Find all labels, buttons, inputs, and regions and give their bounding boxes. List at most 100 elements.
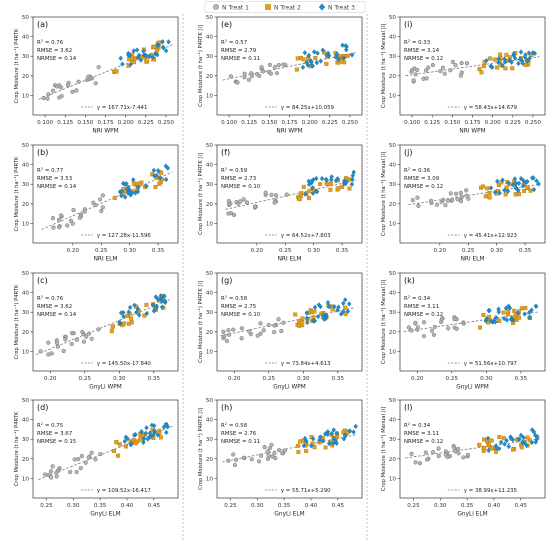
data-point-square: [497, 318, 502, 323]
y-axis-label: Crop Moisture (t ha⁻¹) Manual [i]: [381, 280, 387, 364]
data-point-diamond: [484, 316, 489, 322]
data-point-diamond: [492, 189, 498, 195]
trend-line: [405, 56, 540, 77]
data-point-circle: [272, 200, 277, 205]
data-point-diamond: [336, 304, 341, 310]
data-point-circle: [68, 469, 73, 475]
panel-letter: (h): [221, 403, 232, 412]
data-point-circle: [267, 62, 272, 67]
data-point-square: [481, 313, 486, 318]
data-point-square: [157, 181, 162, 186]
y-tick-label: 10: [389, 349, 397, 355]
data-point-diamond: [350, 176, 355, 183]
r2-stat: R2 = 0.33: [404, 38, 430, 47]
data-point-square: [489, 438, 494, 443]
data-point-diamond: [517, 56, 523, 62]
data-point-circle: [93, 81, 98, 86]
data-point-square: [304, 449, 309, 454]
data-point-diamond: [487, 307, 492, 314]
data-point-diamond: [141, 439, 146, 446]
x-tick-label: 0.35: [461, 503, 474, 509]
data-point-diamond: [504, 317, 510, 323]
data-point-circle: [466, 196, 471, 201]
regression-equation: y = 38.99x+11.235: [464, 488, 517, 494]
data-point-diamond: [134, 309, 139, 316]
data-point-diamond: [349, 181, 355, 187]
data-point-square: [339, 59, 344, 64]
data-point-circle: [452, 445, 457, 450]
data-point-diamond: [163, 48, 169, 54]
data-point-diamond: [518, 49, 524, 55]
legend-marker-2: [265, 4, 271, 10]
data-point-square: [326, 181, 331, 186]
data-point-circle: [100, 205, 105, 210]
y-tick-label: 50: [206, 271, 214, 277]
rmse-stat: RMSE = 3.14: [404, 48, 440, 54]
data-point-circle: [443, 452, 448, 457]
data-point-circle: [446, 326, 451, 331]
y-tick-label: 30: [206, 182, 214, 188]
data-point-circle: [432, 324, 437, 329]
panel-h: 10 20 30 40 50 0.25 0.30 0.35 0.40 0.45 GnyLi ELM C…: [198, 398, 363, 518]
data-point-circle: [421, 320, 427, 325]
x-tick-label: 0.35: [94, 503, 107, 509]
data-point-diamond: [534, 178, 539, 184]
rmse-stat: RMSE = 3.62: [37, 48, 72, 54]
y-tick-label: 40: [206, 35, 214, 41]
data-point-circle: [239, 336, 244, 341]
data-point-circle: [456, 446, 461, 451]
data-point-square: [310, 310, 315, 315]
x-tick-label: 0.30: [434, 503, 447, 509]
data-point-diamond: [500, 62, 505, 69]
data-point-circle: [79, 453, 85, 459]
data-point-circle: [439, 317, 444, 322]
data-point-circle: [69, 330, 75, 336]
regression-equation: y = 127.28x-11.596: [97, 233, 152, 239]
data-point-diamond: [302, 435, 308, 442]
data-point-circle: [59, 213, 64, 218]
data-point-diamond: [301, 442, 307, 449]
data-point-circle: [258, 453, 264, 458]
y-tick-label: 20: [206, 202, 214, 208]
data-point-square: [336, 186, 341, 191]
data-point-diamond: [160, 39, 165, 45]
data-point-circle: [461, 455, 466, 460]
data-point-circle: [57, 225, 62, 230]
data-point-circle: [241, 197, 246, 202]
plot-frame: [399, 272, 546, 372]
data-point-diamond: [143, 53, 149, 59]
data-point-diamond: [500, 177, 505, 183]
data-point-square: [130, 56, 135, 61]
data-point-circle: [281, 320, 286, 325]
y-tick-label: 30: [389, 54, 397, 60]
data-point-diamond: [330, 440, 336, 446]
data-point-circle: [430, 62, 436, 68]
y-axis-label: Crop Moisture (t ha⁻¹) Manual [i]: [381, 24, 387, 108]
data-point-circle: [81, 339, 87, 344]
data-point-square: [505, 312, 510, 317]
data-point-diamond: [485, 435, 491, 441]
x-tick-label: 0.40: [305, 503, 318, 509]
data-point-square: [519, 445, 524, 450]
data-point-diamond: [505, 188, 511, 194]
x-tick-label: 0.125: [241, 120, 257, 126]
data-point-diamond: [317, 437, 322, 443]
data-point-circle: [272, 323, 277, 328]
data-point-diamond: [155, 42, 160, 48]
data-point-circle: [263, 190, 268, 195]
x-tick-label: 0.25: [279, 248, 292, 254]
x-tick-label: 0.100: [37, 120, 53, 126]
data-point-diamond: [152, 173, 157, 179]
data-point-circle: [258, 331, 263, 336]
data-point-diamond: [129, 190, 135, 196]
data-point-diamond: [516, 60, 521, 67]
data-point-diamond: [125, 435, 130, 442]
data-point-circle: [80, 329, 85, 335]
data-point-diamond: [527, 55, 532, 61]
y-tick-label: 30: [22, 54, 30, 60]
data-point-circle: [448, 191, 453, 196]
data-point-square: [516, 315, 521, 320]
nrmse-stat: NRMSE = 0.11: [221, 439, 260, 445]
data-point-diamond: [164, 421, 169, 427]
